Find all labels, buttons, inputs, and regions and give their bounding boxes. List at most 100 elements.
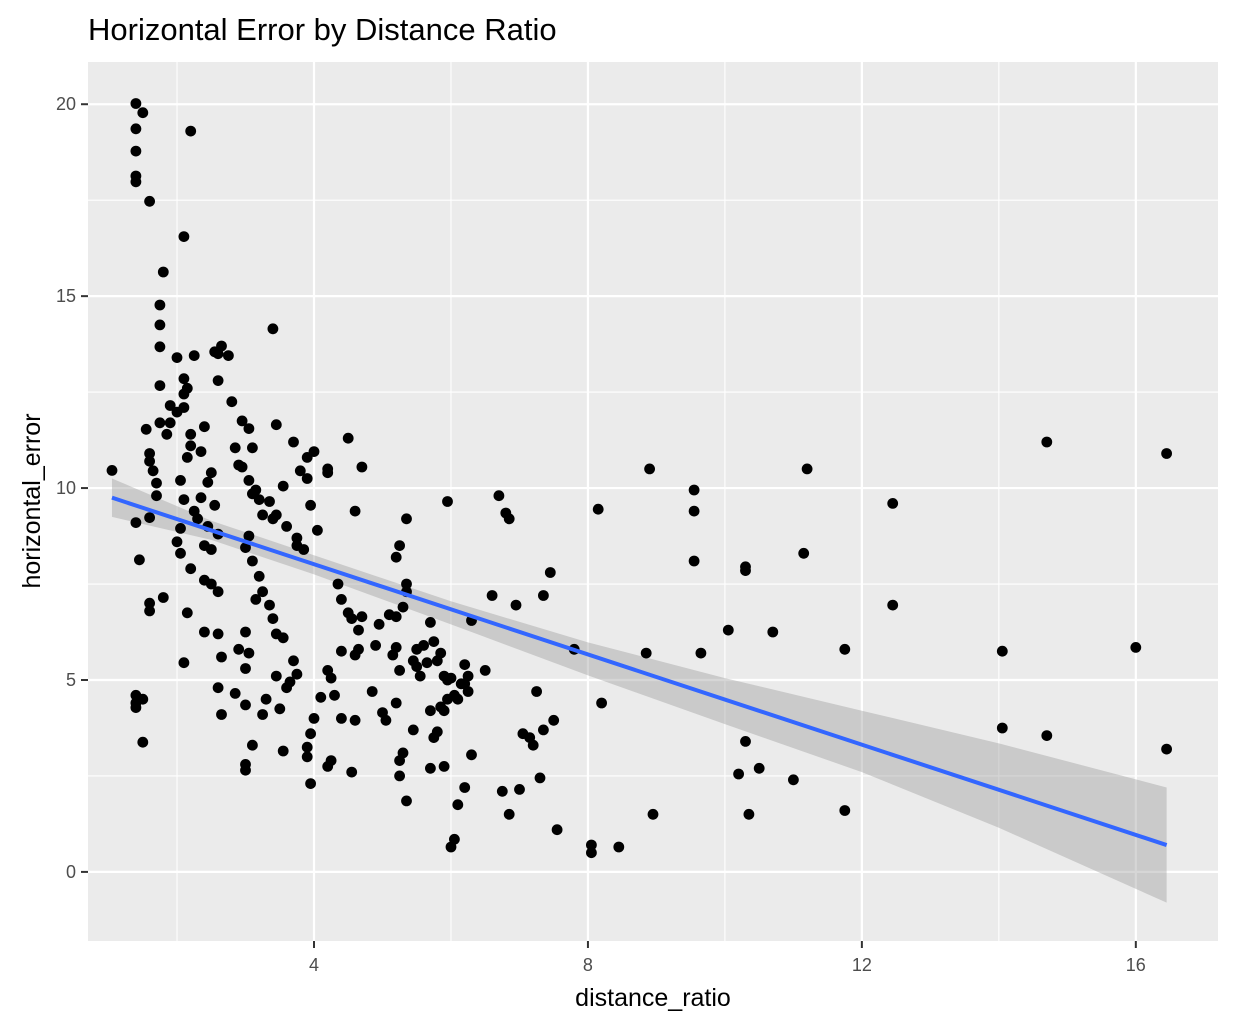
data-point <box>305 728 316 740</box>
x-tick-label: 8 <box>583 955 593 975</box>
data-point <box>257 509 268 521</box>
y-tick-label: 5 <box>66 670 76 690</box>
data-point <box>154 417 166 429</box>
data-point <box>743 808 755 820</box>
data-point <box>144 448 156 459</box>
data-point <box>247 739 258 751</box>
data-point <box>240 764 251 776</box>
data-point <box>264 496 275 507</box>
data-point <box>647 808 659 820</box>
data-point <box>479 665 491 676</box>
data-point <box>390 697 402 709</box>
data-point <box>407 724 419 736</box>
data-point <box>270 419 282 431</box>
data-point <box>411 661 423 672</box>
data-point <box>130 145 142 157</box>
data-point <box>137 693 149 705</box>
y-axis-title: horizontal_error <box>18 413 46 588</box>
data-point <box>538 724 549 736</box>
data-point <box>462 670 474 682</box>
data-point <box>106 465 118 476</box>
data-point <box>250 594 262 605</box>
data-point <box>154 380 166 391</box>
data-point <box>240 626 251 638</box>
data-point <box>185 428 197 440</box>
fit-line <box>111 495 1168 847</box>
data-point <box>151 477 162 489</box>
data-point <box>223 350 234 361</box>
data-point <box>144 195 156 207</box>
data-point <box>349 714 361 726</box>
data-point <box>240 699 251 711</box>
data-point <box>421 657 433 669</box>
data-point <box>1161 743 1172 755</box>
data-point <box>298 544 310 555</box>
data-point <box>346 766 358 778</box>
y-axis: 0 5 10 15 20 <box>56 94 88 882</box>
data-point <box>592 503 604 515</box>
data-point <box>161 428 173 440</box>
data-point <box>544 567 556 578</box>
x-axis: 4 8 12 16 <box>309 941 1146 975</box>
y-tick-label: 20 <box>56 94 76 114</box>
data-point <box>257 586 268 598</box>
data-point <box>137 107 149 119</box>
data-point <box>267 323 279 335</box>
data-point <box>257 709 268 720</box>
data-point <box>733 768 744 780</box>
data-point <box>438 761 450 772</box>
data-point <box>839 805 851 816</box>
data-point <box>229 442 241 454</box>
data-point <box>353 624 364 636</box>
data-point <box>216 651 227 663</box>
data-point <box>277 745 289 757</box>
data-point <box>140 423 152 435</box>
data-point <box>644 463 655 475</box>
data-point <box>753 762 765 774</box>
data-point <box>130 98 142 109</box>
data-point <box>178 657 190 669</box>
data-point <box>281 521 292 532</box>
data-point <box>185 563 197 575</box>
data-point <box>349 505 361 517</box>
data-point <box>202 476 214 488</box>
data-point <box>459 782 471 793</box>
data-point <box>243 647 255 659</box>
data-point <box>401 578 412 590</box>
data-point <box>798 547 810 559</box>
data-point <box>130 123 142 135</box>
chart-title: Horizontal Error by Distance Ratio <box>88 12 557 47</box>
data-point <box>342 432 354 444</box>
data-point <box>325 672 337 684</box>
data-point <box>425 705 436 717</box>
data-point <box>277 480 289 492</box>
data-point <box>301 751 313 763</box>
data-point <box>144 455 156 467</box>
data-point <box>270 509 282 521</box>
data-point <box>688 505 700 517</box>
data-point <box>178 494 190 505</box>
data-point <box>418 640 429 651</box>
data-point <box>243 530 255 542</box>
data-point <box>527 739 539 751</box>
data-point <box>154 299 166 311</box>
data-point <box>264 599 275 611</box>
data-point <box>1041 436 1053 448</box>
data-point <box>270 670 282 682</box>
data-point <box>442 496 453 507</box>
data-point <box>216 709 227 720</box>
data-point <box>315 691 327 703</box>
data-point <box>250 484 262 496</box>
data-point <box>767 626 779 638</box>
data-point <box>175 523 186 534</box>
data-point <box>722 624 734 636</box>
data-point <box>260 693 272 705</box>
data-point <box>688 484 700 496</box>
data-point <box>226 396 238 408</box>
data-point <box>887 498 899 509</box>
data-point <box>740 565 751 576</box>
data-point <box>514 784 525 795</box>
data-point <box>151 490 162 502</box>
data-point <box>284 676 296 688</box>
data-point <box>839 643 851 655</box>
